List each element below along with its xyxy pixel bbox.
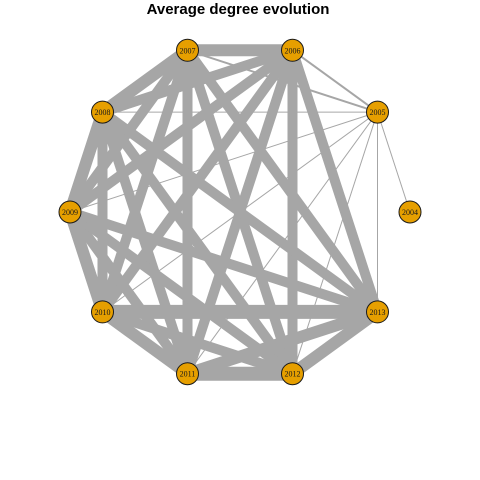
node-circle	[91, 300, 114, 324]
node-2010: 2010	[91, 300, 114, 324]
edge-2008-2009	[64, 110, 109, 214]
node-2012: 2012	[281, 362, 304, 386]
node-circle	[281, 362, 304, 386]
edge-2007-2008	[98, 45, 192, 117]
node-label: 2005	[370, 108, 386, 117]
node-circle	[366, 100, 389, 124]
edge-2010-2012	[100, 307, 295, 379]
plot-title: Average degree evolution	[147, 1, 330, 18]
node-label: 2007	[180, 46, 196, 55]
edge-2004-2005	[377, 111, 411, 213]
edge-2010-2011	[98, 307, 192, 379]
node-circle	[91, 100, 114, 124]
edges-layer	[64, 44, 411, 381]
node-2005: 2005	[366, 100, 389, 124]
edge-2005-2006	[291, 49, 379, 113]
node-2011: 2011	[176, 362, 199, 386]
node-label: 2013	[370, 308, 386, 317]
node-label: 2006	[285, 46, 301, 55]
edge-2012-2013	[288, 307, 382, 379]
node-label: 2012	[285, 370, 301, 379]
node-2004: 2004	[398, 200, 422, 224]
edge-2009-2010	[64, 210, 109, 314]
node-circle	[398, 200, 422, 224]
node-label: 2010	[95, 308, 111, 317]
node-circle	[366, 300, 389, 324]
edge-2011-2013	[185, 306, 380, 380]
node-label: 2009	[62, 208, 78, 217]
node-circle	[176, 362, 199, 386]
node-circle	[58, 200, 82, 224]
edge-2008-2013	[99, 108, 381, 316]
nodes-layer: 2004 2005 2006 2007 2008 2009 2010 2011 2012 2013	[58, 38, 422, 386]
node-circle	[281, 38, 304, 62]
edge-2007-2013	[183, 47, 382, 315]
node-2007: 2007	[176, 38, 199, 62]
node-2008: 2008	[91, 100, 114, 124]
node-label: 2008	[95, 108, 111, 117]
edge-2008-2012	[98, 109, 297, 377]
node-label: 2011	[180, 370, 196, 379]
edge-2009-2013	[68, 207, 380, 317]
edge-2009-2011	[65, 209, 192, 377]
edge-2006-2013	[287, 48, 383, 314]
node-2013: 2013	[366, 300, 389, 324]
node-2006: 2006	[281, 38, 304, 62]
node-2009: 2009	[58, 200, 82, 224]
node-circle	[176, 38, 199, 62]
node-label: 2004	[402, 208, 418, 217]
